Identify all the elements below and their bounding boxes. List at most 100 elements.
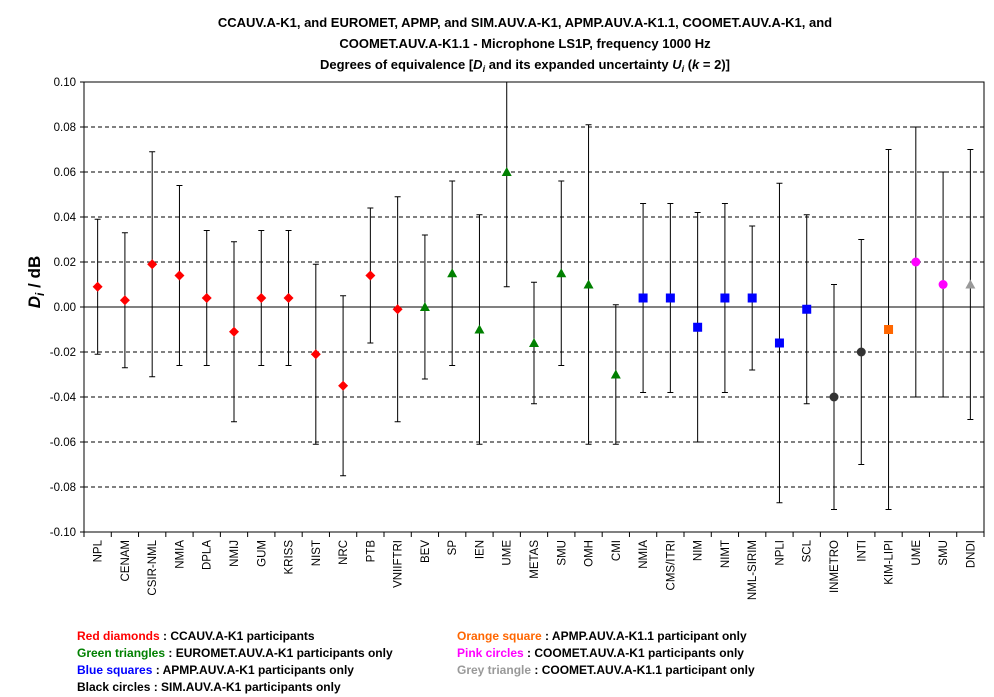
legend-entry-black: Black circles : SIM.AUV.A-K1 participant…: [77, 679, 393, 696]
data-point-diamond: [338, 380, 349, 391]
x-category-label: UME: [911, 540, 923, 566]
legend-entry-blue: Blue squares : APMP.AUV.A-K1 participant…: [77, 662, 393, 679]
data-point-diamond: [310, 349, 321, 360]
data-point-triangle: [447, 268, 458, 278]
data-point-circle: [856, 347, 866, 357]
y-tick-label: -0.08: [50, 482, 76, 494]
y-tick-label: 0.06: [54, 167, 76, 179]
data-point-square: [884, 325, 894, 334]
legend-name: Grey triangle: [457, 663, 532, 677]
data-point-square: [638, 293, 648, 303]
x-category-label: INMETRO: [829, 540, 841, 593]
data-point-square: [747, 293, 757, 303]
data-point-triangle: [529, 338, 539, 347]
data-point-square: [665, 293, 675, 303]
legend-desc: : APMP.AUV.A-K1 participants only: [152, 663, 354, 677]
y-tick-label: 0.00: [54, 302, 76, 314]
y-tick-label: 0.08: [54, 122, 76, 134]
x-category-label: NPLI: [774, 540, 786, 566]
x-category-label: SMU: [556, 540, 568, 566]
data-point-diamond: [119, 295, 130, 306]
data-point-circle: [829, 392, 839, 402]
x-category-label: GUM: [256, 540, 268, 567]
legend-desc: : EUROMET.AUV.A-K1 participants only: [165, 646, 393, 660]
x-category-label: NIM: [693, 540, 705, 561]
data-point-diamond: [392, 304, 403, 315]
data-point-triangle: [474, 324, 485, 334]
y-tick-label: -0.04: [50, 392, 77, 404]
x-category-label: SCL: [802, 539, 814, 562]
legend-desc: : CCAUV.A-K1 participants: [159, 629, 315, 643]
x-category-label: METAS: [529, 540, 541, 579]
legend-entry-green: Green triangles : EUROMET.AUV.A-K1 parti…: [77, 645, 393, 662]
legend-left: Red diamonds : CCAUV.A-K1 participants G…: [77, 628, 393, 696]
data-point-triangle: [419, 302, 430, 311]
x-category-label: NML-SIRIM: [747, 540, 759, 600]
legend-desc: : APMP.AUV.A-K1.1 participant only: [541, 629, 747, 643]
legend-desc: : SIM.AUV.A-K1 participants only: [150, 680, 341, 694]
data-point-triangle: [556, 268, 567, 278]
x-category-label: NMIJ: [229, 540, 241, 567]
x-category-label: VNIIFTRI: [393, 540, 405, 588]
y-tick-label: -0.02: [50, 347, 76, 359]
y-axis-label: Di / dB: [25, 256, 47, 308]
x-category-label: KRISS: [284, 540, 296, 575]
data-point-diamond: [147, 259, 158, 270]
data-point-diamond: [283, 293, 294, 303]
x-category-label: NMIA: [638, 540, 650, 569]
chart-title-line-1: CCAUV.A-K1, and EUROMET, APMP, and SIM.A…: [218, 15, 832, 30]
chart-subtitle: Degrees of equivalence [Di and its expan…: [320, 57, 730, 74]
data-point-circle: [911, 257, 921, 267]
legend-entry-red: Red diamonds : CCAUV.A-K1 participants: [77, 628, 393, 645]
data-point-diamond: [201, 293, 212, 303]
x-category-label: KIM-LIPI: [884, 540, 896, 585]
x-category-label: INTI: [856, 540, 868, 562]
legend-name: Black circles: [77, 680, 151, 694]
x-category-label: CENAM: [120, 540, 132, 582]
x-category-label: PTB: [365, 540, 377, 563]
data-point-square: [802, 304, 812, 314]
x-category-label: NRC: [338, 540, 350, 565]
data-point-triangle: [501, 167, 512, 176]
legend-desc: : COOMET.AUV.A-K1.1 participant only: [531, 663, 755, 677]
y-tick-label: -0.10: [50, 527, 76, 539]
y-tick-label: 0.02: [54, 257, 76, 269]
data-point-square: [774, 338, 784, 348]
x-category-label: NMIA: [174, 540, 186, 569]
legend-entry-pink: Pink circles : COOMET.AUV.A-K1 participa…: [457, 645, 755, 662]
plot-area: 0.10 0.08 0.06 0.04 0.02 0.00 -0.02 -0.04 -0.06 -…: [50, 77, 985, 600]
legend-desc: : COOMET.AUV.A-K1 participants only: [523, 646, 744, 660]
x-category-label: IEN: [474, 540, 486, 559]
legend-name: Green triangles: [77, 646, 166, 660]
data-point-triangle: [583, 279, 594, 289]
legend-name: Orange square: [457, 629, 542, 643]
x-category-label: BEV: [420, 540, 432, 563]
y-tick-label: -0.06: [50, 437, 76, 449]
x-category-label: OMH: [584, 540, 596, 567]
data-point-diamond: [174, 270, 185, 281]
x-category-label: DNDI: [965, 540, 977, 568]
x-category-label: NPL: [93, 539, 105, 562]
x-category-label: SP: [447, 540, 459, 556]
data-point-circle: [938, 280, 948, 289]
data-point-square: [720, 293, 730, 303]
x-category-label: SMU: [938, 540, 950, 566]
data-point-diamond: [92, 281, 103, 292]
legend-name: Pink circles: [457, 646, 524, 660]
data-point-square: [693, 322, 703, 332]
y-tick-label: 0.04: [54, 212, 77, 224]
y-tick-label: 0.10: [54, 77, 76, 89]
legend-entry-grey: Grey triangle : COOMET.AUV.A-K1.1 partic…: [457, 662, 755, 679]
legend-entry-orange: Orange square : APMP.AUV.A-K1.1 particip…: [457, 628, 755, 645]
x-category-label: NIST: [311, 540, 323, 566]
x-category-label: NIMT: [720, 540, 732, 568]
data-point-triangle: [965, 279, 976, 289]
data-point-diamond: [365, 270, 376, 281]
legend-right: Orange square : APMP.AUV.A-K1.1 particip…: [457, 628, 755, 679]
chart-title-line-2: COOMET.AUV.A-K1.1 - Microphone LS1P, fre…: [339, 36, 711, 51]
x-category-label: UME: [502, 540, 514, 566]
x-category-label: CMS/ITRI: [665, 540, 677, 590]
x-category-label: DPLA: [202, 540, 214, 570]
data-point-diamond: [256, 293, 267, 303]
